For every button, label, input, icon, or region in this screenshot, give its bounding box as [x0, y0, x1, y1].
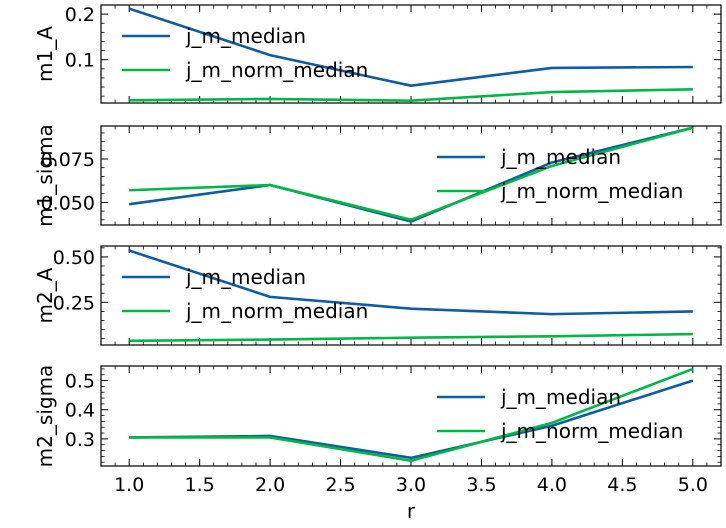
y-tick-label: 0.3 — [65, 429, 95, 451]
axes-frame — [100, 4, 722, 104]
legend-entry: j_m_median — [185, 24, 306, 48]
series-line-j_m_norm_median — [129, 332, 693, 343]
series-line-j_m_norm_median — [129, 126, 694, 222]
y-tick-label: 0.25 — [53, 292, 95, 314]
y-axis-label: m2_A — [33, 267, 57, 323]
x-axis-label: r — [407, 499, 416, 523]
legend-entry: j_m_norm_median — [500, 179, 683, 203]
x-tick-label: 1.0 — [114, 474, 144, 496]
y-tick-label: 0.075 — [41, 149, 95, 171]
x-tick-label: 4.5 — [607, 474, 637, 496]
series-line-j_m_median — [129, 126, 694, 223]
series-line-j_m_norm_median — [129, 367, 694, 463]
legend-entry: j_m_median — [500, 145, 621, 169]
legend: j_m_median j_m_norm_median — [437, 145, 683, 203]
legend-entry: j_m_median — [500, 385, 621, 409]
legend: j_m_median j_m_norm_median — [437, 385, 683, 443]
x-tick-label: 3.0 — [396, 474, 426, 496]
legend: j_m_median j_m_norm_median — [122, 24, 368, 82]
series-line-j_m_norm_median — [129, 88, 693, 103]
y-tick-label: 0.2 — [65, 4, 95, 26]
panel-m2_sigma: 0.3 0.4 0.5 m2_sigma j_m_median j_m_norm_medi… — [33, 365, 722, 523]
y-tick-label: 0.1 — [65, 50, 95, 72]
axes-frame — [100, 365, 722, 467]
legend: j_m_median j_m_norm_median — [122, 265, 368, 323]
x-tick-label: 2.5 — [325, 474, 355, 496]
x-tick-label: 1.5 — [185, 474, 215, 496]
legend-entry: j_m_median — [185, 265, 306, 289]
legend-entry: j_m_norm_median — [500, 419, 683, 443]
panel-m1_A: 0.1 0.2 m1_A j_m_median j_m_norm_median — [33, 4, 722, 104]
y-tick-label: 0.4 — [65, 400, 95, 422]
axes-frame — [100, 125, 722, 226]
x-tick-label: 3.5 — [466, 474, 496, 496]
y-axis-label: m1_A — [33, 26, 57, 82]
x-tick-label: 4.0 — [537, 474, 567, 496]
series-line-j_m_median — [128, 7, 693, 87]
y-tick-label: 0.050 — [41, 192, 95, 214]
x-tick-label: 2.0 — [255, 474, 285, 496]
y-axis-label: m2_sigma — [33, 365, 57, 468]
legend-entry: j_m_norm_median — [185, 299, 368, 323]
y-axis-label: m1_sigma — [33, 124, 57, 227]
x-tick-label: 5.0 — [678, 474, 708, 496]
series-line-j_m_median — [128, 249, 693, 316]
y-tick-label: 0.50 — [53, 247, 95, 269]
y-tick-label: 0.5 — [65, 371, 95, 393]
legend-entry: j_m_norm_median — [185, 58, 368, 82]
axes-frame — [100, 245, 722, 346]
